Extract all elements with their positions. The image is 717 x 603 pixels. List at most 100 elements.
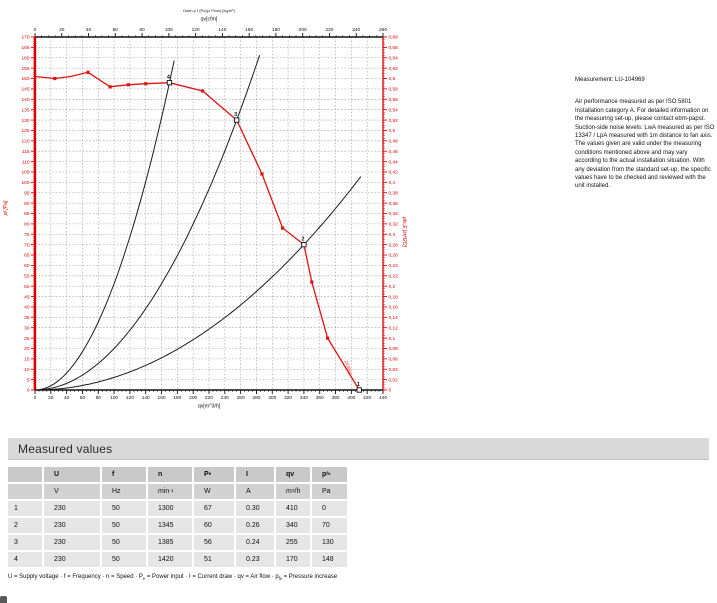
col-unit: min -1	[148, 484, 192, 499]
table-cell: 56	[194, 535, 234, 550]
performance-chart: Dash p f (Pa)(x Flow),(kg/m³) qv[cfm] 0 20 4…	[0, 0, 410, 428]
col-unit: V	[44, 484, 100, 499]
svg-text:0,38: 0,38	[389, 190, 399, 196]
table-cell: 230	[44, 518, 100, 533]
svg-text:160: 160	[21, 55, 29, 61]
svg-text:0,4: 0,4	[389, 180, 396, 186]
svg-text:85: 85	[24, 211, 30, 217]
svg-text:45: 45	[24, 294, 30, 300]
table-cell: 67	[194, 501, 234, 516]
measurement-body: Air performance measured as per ISO 5801…	[575, 99, 715, 190]
svg-text:0,26: 0,26	[389, 253, 399, 259]
svg-text:0: 0	[34, 395, 37, 401]
measured-values-header: Measured values	[8, 438, 709, 460]
svg-text:70: 70	[24, 242, 30, 248]
svg-text:340: 340	[300, 395, 308, 401]
table-cell: 230	[44, 501, 100, 516]
svg-text:0,14: 0,14	[389, 315, 399, 321]
svg-text:pfs,E [inH2O]: pfs,E [inH2O]	[401, 216, 407, 247]
svg-text:300: 300	[268, 395, 276, 401]
svg-text:0,36: 0,36	[389, 201, 399, 207]
svg-text:110: 110	[22, 159, 30, 165]
table-cell: 0	[312, 501, 347, 516]
svg-text:0,04: 0,04	[389, 367, 399, 373]
col-unit: A	[236, 484, 274, 499]
svg-text:0,24: 0,24	[389, 263, 399, 269]
svg-text:0,18: 0,18	[389, 294, 399, 300]
table-cell: 170	[276, 552, 310, 567]
svg-text:0,46: 0,46	[389, 149, 399, 155]
table-cell: 148	[312, 552, 347, 567]
svg-text:220: 220	[325, 27, 333, 33]
svg-text:140: 140	[142, 395, 150, 401]
table-cell: 70	[312, 518, 347, 533]
svg-text:0,5: 0,5	[389, 128, 396, 134]
svg-text:15: 15	[24, 357, 30, 363]
svg-text:0,16: 0,16	[389, 305, 399, 311]
svg-text:0,32: 0,32	[389, 222, 399, 228]
svg-text:0,34: 0,34	[389, 211, 399, 217]
svg-text:50: 50	[24, 284, 30, 290]
svg-text:420: 420	[363, 395, 371, 401]
svg-text:0,68: 0,68	[389, 35, 399, 41]
svg-text:120: 120	[126, 395, 134, 401]
svg-text:0,12: 0,12	[389, 325, 399, 331]
svg-text:150: 150	[21, 76, 29, 82]
svg-text:160: 160	[158, 395, 166, 401]
svg-text:75: 75	[24, 232, 30, 238]
table-cell: 51	[194, 552, 234, 567]
col-unit	[8, 484, 42, 499]
svg-text:115: 115	[22, 149, 30, 155]
table-cell: 1420	[148, 552, 192, 567]
table-cell: 50	[102, 535, 146, 550]
svg-text:20: 20	[48, 395, 54, 401]
measurement-notes: Measurement: LU-104969 Air performance m…	[575, 76, 715, 191]
col-header: I	[236, 467, 274, 482]
svg-text:0,44: 0,44	[389, 159, 399, 165]
svg-text:3: 3	[234, 112, 237, 118]
table-cell: 1385	[148, 535, 192, 550]
svg-text:260: 260	[379, 27, 387, 33]
table-cell: 50	[102, 518, 146, 533]
svg-text:145: 145	[21, 87, 29, 93]
svg-text:360: 360	[316, 395, 324, 401]
svg-text:60: 60	[24, 263, 30, 269]
svg-text:0,28: 0,28	[389, 242, 399, 248]
svg-text:0,62: 0,62	[389, 66, 399, 72]
table-cell: 0.26	[236, 518, 274, 533]
svg-text:0,54: 0,54	[389, 107, 399, 113]
svg-text:0,3: 0,3	[389, 232, 396, 238]
svg-text:pf [Pa]: pf [Pa]	[3, 200, 9, 216]
svg-text:0,66: 0,66	[389, 45, 399, 51]
table-cell: 1300	[148, 501, 192, 516]
svg-text:120: 120	[21, 139, 29, 145]
svg-text:0: 0	[389, 388, 392, 394]
svg-text:105: 105	[21, 170, 29, 176]
svg-text:40: 40	[64, 395, 70, 401]
svg-text:180: 180	[173, 395, 181, 401]
svg-text:4: 4	[167, 75, 171, 81]
table-cell: 50	[102, 501, 146, 516]
svg-text:320: 320	[284, 395, 292, 401]
svg-text:0: 0	[34, 27, 37, 33]
svg-text:120: 120	[192, 27, 200, 33]
table-cell: 230	[44, 552, 100, 567]
table-footnote: U = Supply voltage · f = Frequency · n =…	[8, 574, 338, 582]
svg-text:240: 240	[352, 27, 360, 33]
measurement-id: Measurement: LU-104969	[575, 77, 645, 83]
svg-text:1: 1	[357, 382, 360, 388]
svg-text:0,56: 0,56	[389, 97, 399, 103]
section-title: Measured values	[18, 441, 113, 456]
svg-text:440: 440	[379, 395, 387, 401]
row-index: 4	[8, 552, 42, 567]
svg-text:40: 40	[86, 27, 92, 33]
svg-text:65: 65	[24, 253, 30, 259]
svg-text:140: 140	[218, 27, 226, 33]
row-index: 1	[8, 501, 42, 516]
svg-text:0,6: 0,6	[389, 76, 396, 82]
svg-text:100: 100	[110, 395, 118, 401]
svg-text:100: 100	[165, 27, 173, 33]
svg-text:80: 80	[96, 395, 102, 401]
svg-text:5: 5	[27, 377, 30, 383]
